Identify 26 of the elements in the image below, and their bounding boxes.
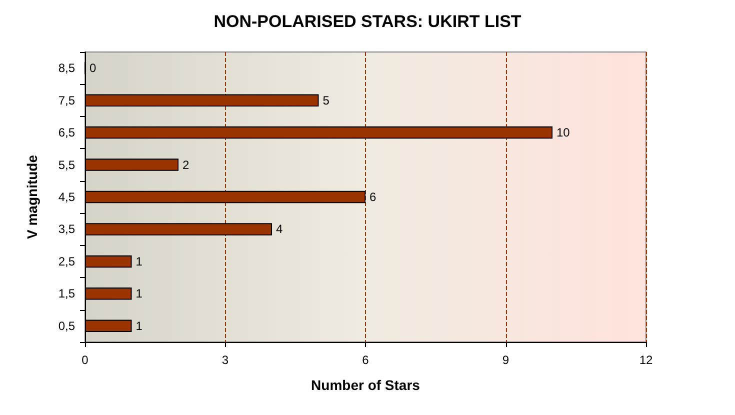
y-tick-label: 0,5 (58, 318, 76, 333)
y-tick-label: 2,5 (58, 254, 76, 268)
y-axis-title: V magnitude (24, 154, 40, 240)
y-tick-label: 7,5 (58, 93, 76, 108)
y-tick-label: 5,5 (58, 158, 76, 172)
x-axis-title: Number of Stars (311, 377, 420, 393)
data-label: 2 (182, 158, 190, 172)
data-label: 1 (136, 286, 143, 301)
x-tick-label: 6 (362, 353, 370, 367)
chart-title: NON-POLARISED STARS: UKIRT LIST (214, 12, 522, 31)
data-label: 10 (556, 126, 570, 140)
y-tick-label: 4,5 (58, 190, 76, 204)
data-label: 1 (136, 254, 143, 268)
x-tick-label: 3 (222, 353, 229, 367)
y-tick-label: 8,5 (58, 61, 76, 76)
y-tick-label: 6,5 (58, 126, 76, 140)
data-label: 5 (322, 93, 330, 108)
data-label: 0 (90, 61, 96, 76)
x-tick-label: 0 (82, 353, 89, 367)
data-label: 6 (370, 190, 376, 204)
data-label: 1 (136, 318, 143, 333)
x-tick-label: 12 (639, 353, 653, 367)
y-tick-label: 3,5 (58, 222, 76, 236)
data-label: 4 (276, 222, 283, 236)
y-tick-label: 1,5 (58, 286, 76, 301)
x-tick-label: 9 (502, 353, 510, 367)
